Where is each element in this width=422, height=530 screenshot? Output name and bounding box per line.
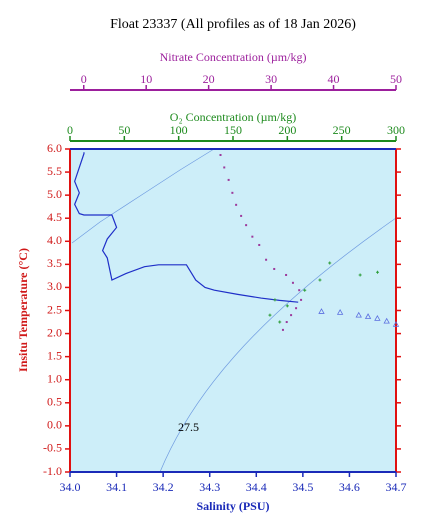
o2-axis-label: O₂ Concentration (µm/kg) [170, 110, 296, 124]
x2-tick-label: 150 [224, 123, 242, 137]
contour-label: 27.5 [178, 420, 199, 434]
nitrate-point [219, 153, 222, 156]
salinity-profile [73, 152, 299, 303]
nitrate-point [227, 178, 230, 181]
o2-point [376, 270, 380, 274]
x-tick-label: 34.6 [339, 480, 360, 494]
triangle-point [374, 315, 381, 321]
x3-tick-label: 0 [81, 72, 87, 86]
triangle-point [355, 311, 362, 318]
nitrate-point [285, 273, 288, 276]
x-tick-label: 34.0 [60, 480, 81, 494]
y-tick-label: 3.5 [47, 256, 62, 270]
nitrate-point [291, 281, 294, 284]
o2-point [318, 278, 322, 282]
nitrate-point [235, 203, 238, 206]
y-axis-label: Insitu Temperature (°C) [16, 248, 30, 372]
nitrate-point [281, 328, 284, 331]
triangle-point [318, 308, 325, 314]
o2-point [273, 298, 277, 302]
triangle-point [336, 309, 344, 315]
nitrate-point [290, 314, 293, 317]
x2-tick-label: 100 [170, 123, 188, 137]
o2-point [278, 320, 282, 324]
x-tick-label: 34.5 [292, 480, 313, 494]
nitrate-point [258, 243, 261, 246]
x-tick-label: 34.3 [199, 480, 220, 494]
triangle-point [383, 317, 390, 324]
triangle-point [392, 321, 400, 327]
o2-point [285, 304, 289, 308]
x-tick-label: 34.1 [106, 480, 127, 494]
x3-tick-label: 40 [328, 72, 340, 86]
o2-point [303, 288, 307, 292]
y-tick-label: 6.0 [47, 141, 62, 155]
y-tick-label: 2.5 [47, 302, 62, 316]
y-tick-label: 4.0 [47, 233, 62, 247]
o2-point [268, 313, 272, 317]
y-tick-label: 5.5 [47, 164, 62, 178]
y-tick-label: 5.0 [47, 187, 62, 201]
x-tick-label: 34.2 [153, 480, 174, 494]
o2-point [358, 273, 362, 277]
nitrate-point [295, 307, 298, 310]
x-axis-label: Salinity (PSU) [196, 499, 269, 513]
nitrate-point [300, 298, 303, 301]
o2-point [328, 261, 332, 265]
plot-area [70, 149, 396, 472]
nitrate-point [223, 166, 226, 169]
y-tick-label: -1.0 [43, 464, 62, 478]
x2-tick-label: 300 [387, 123, 405, 137]
y-tick-label: 3.0 [47, 279, 62, 293]
nitrate-point [231, 191, 234, 194]
nitrate-point [265, 258, 268, 261]
triangle-point [364, 313, 372, 319]
x2-tick-label: 50 [118, 123, 130, 137]
x-tick-label: 34.7 [386, 480, 407, 494]
chart-title: Float 23337 (All profiles as of 18 Jan 2… [110, 17, 356, 32]
y-tick-label: 0.0 [47, 418, 62, 432]
x2-tick-label: 250 [333, 123, 351, 137]
x2-tick-label: 200 [278, 123, 296, 137]
y-tick-label: 4.5 [47, 210, 62, 224]
nitrate-point [285, 321, 288, 324]
x-tick-label: 34.4 [246, 480, 267, 494]
x3-tick-label: 50 [390, 72, 402, 86]
density-contour [71, 148, 215, 244]
nitrate-point [240, 214, 243, 217]
nitrate-axis-label: Nitrate Concentration (µm/kg) [160, 50, 307, 64]
nitrate-point [251, 235, 254, 238]
density-contour [159, 217, 397, 473]
y-tick-label: 1.0 [47, 371, 62, 385]
x3-tick-label: 10 [140, 72, 152, 86]
x3-tick-label: 20 [203, 72, 215, 86]
y-tick-label: -0.5 [43, 441, 62, 455]
y-tick-label: 2.0 [47, 325, 62, 339]
nitrate-point [245, 224, 248, 227]
nitrate-point [298, 289, 301, 292]
y-tick-label: 0.5 [47, 395, 62, 409]
y-tick-label: 1.5 [47, 348, 62, 362]
nitrate-point [273, 267, 276, 270]
x3-tick-label: 30 [265, 72, 277, 86]
x2-tick-label: 0 [67, 123, 73, 137]
